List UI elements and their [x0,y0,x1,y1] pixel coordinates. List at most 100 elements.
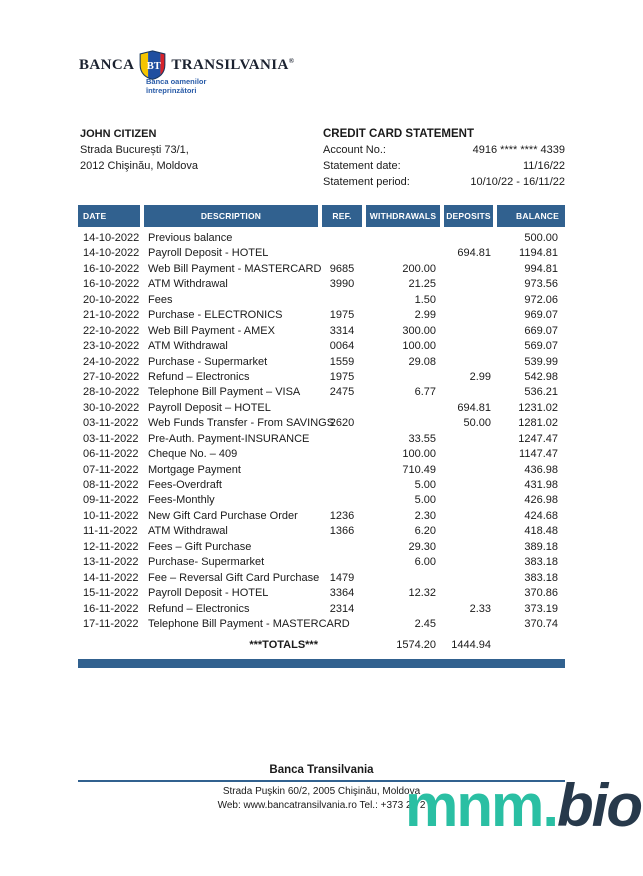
cell-ref [322,493,362,508]
cell-description: Web Bill Payment - MASTERCARD [148,262,322,275]
table-row: 28-10-2022 Telephone Bill Payment – VISA… [78,385,565,400]
cell-balance: 370.74 [524,617,558,630]
cell-date: 16-10-2022 [83,278,140,291]
cell-date: 24-10-2022 [83,355,140,368]
cell-balance: 969.07 [524,309,558,322]
statement-info-block: CREDIT CARD STATEMENT Account No.: 4916 … [323,126,565,190]
table-row: 15-11-2022 Payroll Deposit - HOTEL 3364 … [78,586,565,601]
table-row: 16-11-2022 Refund – Electronics 2314 2.3… [78,602,565,617]
table-row: 10-11-2022 New Gift Card Purchase Order … [78,509,565,524]
footer-address: Strada Puşkin 60/2, 2005 Chişinău, Moldo… [222,786,421,797]
cell-date: 07-11-2022 [83,463,139,476]
cell-withdrawals: 6.77 [414,386,436,399]
statement-field-value: 4916 **** **** 4339 [472,144,565,156]
tagline-line1: Banca oamenilor [146,77,207,86]
cell-deposits [444,432,493,447]
cell-balance: 1247.47 [518,432,558,445]
cell-balance: 389.18 [524,540,558,553]
cell-deposits [444,447,493,462]
table-row: 22-10-2022 Web Bill Payment - AMEX 3314 … [78,324,565,339]
cell-date: 22-10-2022 [83,324,140,337]
logo-word-banca: BANCA [79,56,135,73]
cell-description: Telephone Bill Payment – VISA [148,386,301,399]
cell-balance: 431.98 [524,479,558,491]
cell-description: ATM Withdrawal [148,340,228,353]
cell-withdrawals: 710.49 [402,463,436,476]
cell-ref: 1366 [329,525,355,538]
cell-description: Payroll Deposit - HOTEL [148,587,269,600]
cell-ref [322,540,362,555]
cell-description: Fees [148,293,173,306]
table-row: 08-11-2022 Fees-Overdraft 5.00 431.98 [78,478,565,493]
cell-withdrawals: 33.55 [408,432,436,445]
cell-date: 08-11-2022 [83,479,139,491]
table-row: 11-11-2022 ATM Withdrawal 1366 6.20 418.… [78,524,565,539]
cell-balance: 973.56 [524,278,558,291]
cell-ref: 3990 [329,278,355,291]
cell-ref: 1236 [329,509,355,522]
cell-withdrawals: 29.30 [408,540,436,553]
cell-balance: 383.18 [524,571,558,584]
header-date: DATE [78,205,140,227]
cell-date: 20-10-2022 [83,293,140,306]
table-row: 14-10-2022 Payroll Deposit - HOTEL 694.8… [78,246,565,261]
bank-logo: BANCA BT TRANSILVANIA® [79,50,294,80]
cell-deposits [444,617,493,632]
statement-field-row: Statement period: 10/10/22 - 16/11/22 [323,174,565,190]
table-row: 07-11-2022 Mortgage Payment 710.49 436.9… [78,463,565,478]
cell-description: Payroll Deposit - HOTEL [148,247,269,260]
cell-date: 30-10-2022 [83,401,140,414]
header-withdrawals: WITHDRAWALS [366,205,440,227]
cell-deposits: 694.81 [457,401,491,414]
cell-date: 10-11-2022 [83,509,139,522]
cell-balance: 1147.47 [519,448,558,461]
table-header-row: DATE DESCRIPTION REF. WITHDRAWALS DEPOSI… [78,205,565,227]
cell-withdrawals: 2.45 [414,617,436,630]
cell-deposits [444,324,493,339]
cell-ref [322,463,362,478]
cell-ref [322,293,362,308]
table-row: 20-10-2022 Fees 1.50 972.06 [78,293,565,308]
cell-ref [322,432,362,447]
table-row: 14-11-2022 Fee – Reversal Gift Card Purc… [78,571,565,586]
cell-deposits [444,293,493,308]
cell-ref [322,555,362,570]
cell-deposits: 2.99 [469,370,491,383]
cell-deposits: 2.33 [469,602,491,615]
cell-withdrawals [366,571,440,586]
cell-description: Pre-Auth. Payment-INSURANCE [148,432,310,445]
cell-withdrawals [366,416,440,431]
cell-withdrawals [366,370,440,385]
footer-contact: Web: www.bancatransilvania.ro Tel.: +373… [217,800,426,811]
statement-field-row: Account No.: 4916 **** **** 4339 [323,142,565,158]
header-ref: REF. [322,205,362,227]
customer-address-block: JOHN CITIZEN Strada București 73/1, 2012… [80,126,198,174]
cell-date: 13-11-2022 [83,556,139,569]
cell-deposits [444,385,493,400]
cell-withdrawals: 5.00 [414,479,436,491]
cell-balance: 569.07 [524,340,558,353]
cell-withdrawals: 5.00 [414,494,436,507]
statement-field-label: Account No.: [323,144,386,156]
cell-withdrawals: 29.08 [408,355,436,368]
cell-description: Purchase- Supermarket [148,556,265,569]
cell-deposits [444,478,493,493]
cell-balance: 426.98 [524,494,558,507]
table-row: 17-11-2022 Telephone Bill Payment - MAST… [78,617,565,632]
cell-withdrawals: 300.00 [402,324,436,337]
cell-description: Purchase - ELECTRONICS [148,309,283,322]
cell-balance: 424.68 [524,509,558,522]
cell-withdrawals: 100.00 [402,340,436,353]
watermark-dark-part: bio [557,772,643,839]
cell-balance: 1231.02 [518,401,558,414]
cell-balance: 539.99 [524,355,558,368]
cell-description: New Gift Card Purchase Order [148,509,298,522]
logo-bt-letters: BT [147,61,161,72]
cell-deposits [444,277,493,292]
cell-balance: 1281.02 [518,417,558,430]
table-row: 03-11-2022 Pre-Auth. Payment-INSURANCE 3… [78,432,565,447]
cell-description: Refund – Electronics [148,370,250,383]
header-description: DESCRIPTION [144,205,318,227]
cell-ref: 2475 [329,386,355,399]
